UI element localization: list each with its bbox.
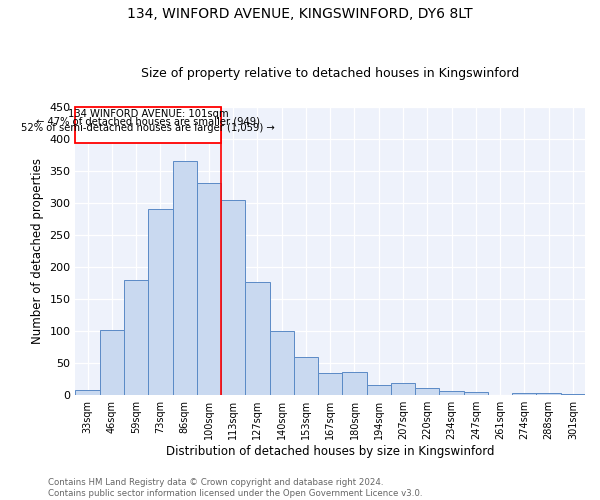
Text: 134 WINFORD AVENUE: 101sqm: 134 WINFORD AVENUE: 101sqm [68, 109, 229, 119]
Bar [318, 373, 343, 394]
Bar [76, 390, 100, 394]
Bar [124, 280, 148, 394]
Bar [197, 183, 221, 394]
Bar [464, 392, 488, 394]
Bar [367, 385, 391, 394]
Bar [415, 388, 439, 394]
Bar [76, 107, 221, 144]
Text: 134, WINFORD AVENUE, KINGSWINFORD, DY6 8LT: 134, WINFORD AVENUE, KINGSWINFORD, DY6 8… [127, 8, 473, 22]
Bar [148, 208, 173, 394]
Bar [173, 162, 197, 394]
Bar [439, 391, 464, 394]
Bar [269, 331, 294, 394]
Text: ← 47% of detached houses are smaller (949): ← 47% of detached houses are smaller (94… [36, 116, 260, 126]
Bar [512, 393, 536, 394]
Text: Contains HM Land Registry data © Crown copyright and database right 2024.
Contai: Contains HM Land Registry data © Crown c… [48, 478, 422, 498]
Bar [343, 372, 367, 394]
Bar [221, 200, 245, 394]
Bar [100, 330, 124, 394]
Title: Size of property relative to detached houses in Kingswinford: Size of property relative to detached ho… [141, 66, 520, 80]
Y-axis label: Number of detached properties: Number of detached properties [31, 158, 44, 344]
Text: 52% of semi-detached houses are larger (1,059) →: 52% of semi-detached houses are larger (… [22, 123, 275, 133]
Bar [245, 282, 269, 395]
Bar [391, 383, 415, 394]
X-axis label: Distribution of detached houses by size in Kingswinford: Distribution of detached houses by size … [166, 444, 494, 458]
Bar [294, 357, 318, 395]
